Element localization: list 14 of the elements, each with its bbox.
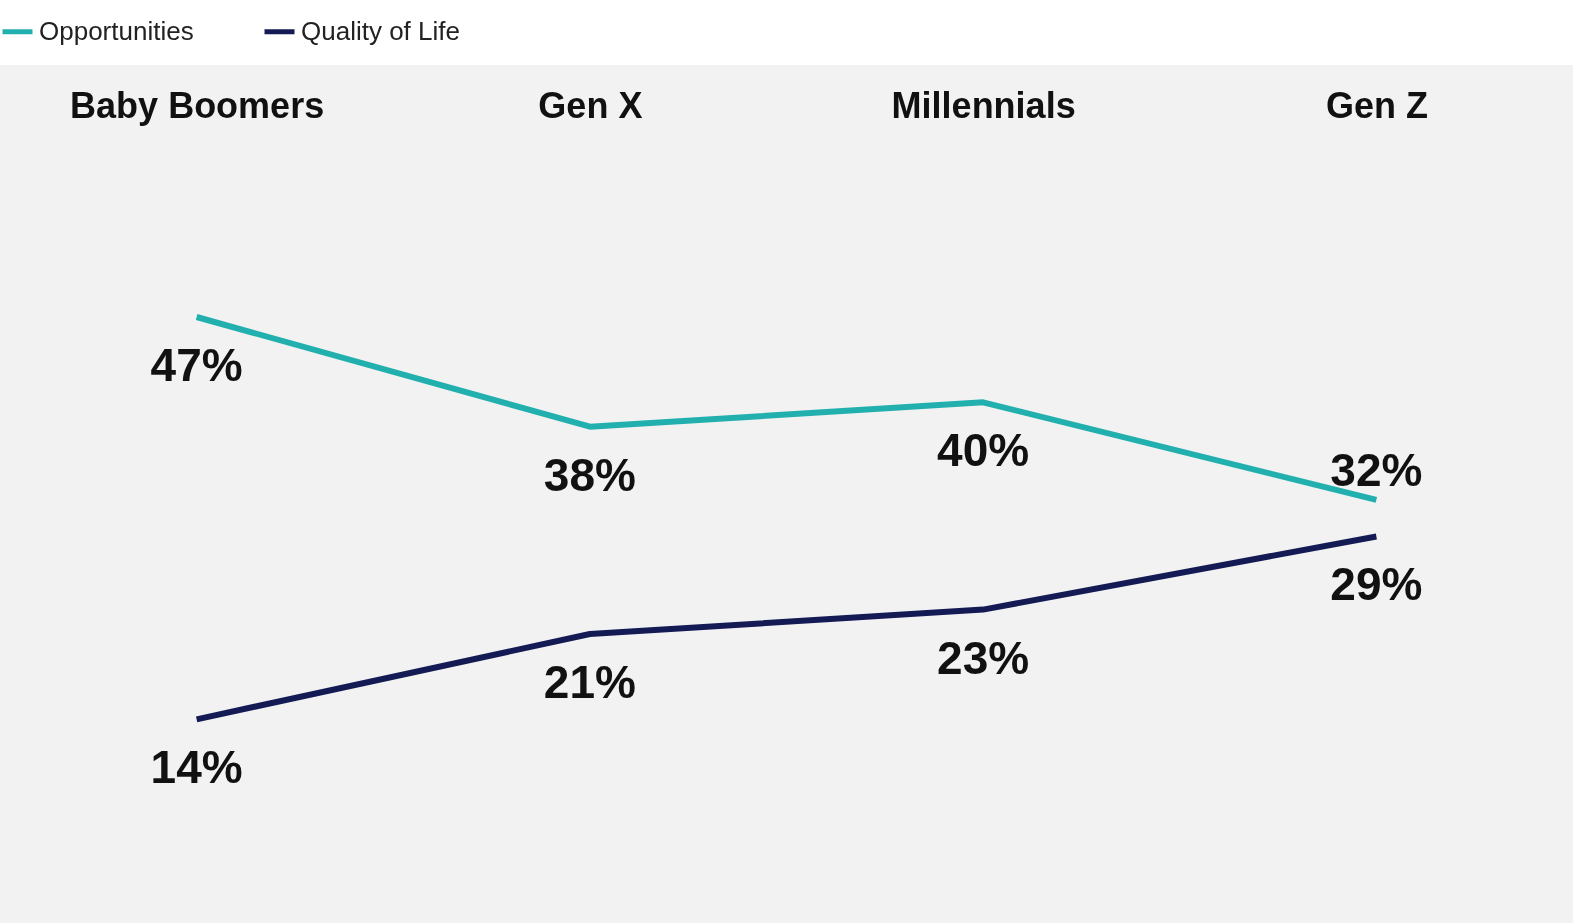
x-tick-label: Gen X: [538, 84, 643, 126]
data-label: 29%: [1330, 558, 1423, 611]
x-tick-label: Gen Z: [1325, 84, 1428, 126]
legend-label: Opportunities: [39, 15, 194, 46]
data-label: 32%: [1330, 443, 1423, 496]
x-tick-label: Baby Boomers: [70, 84, 325, 126]
x-tick-label: Millennials: [891, 84, 1076, 126]
data-label: 14%: [150, 741, 243, 794]
data-label: 23%: [937, 631, 1030, 684]
legend-label: Quality of Life: [301, 15, 460, 46]
data-label: 21%: [543, 655, 636, 708]
data-label: 40%: [937, 424, 1030, 477]
data-label: 47%: [150, 339, 243, 391]
data-label: 38%: [543, 448, 636, 501]
